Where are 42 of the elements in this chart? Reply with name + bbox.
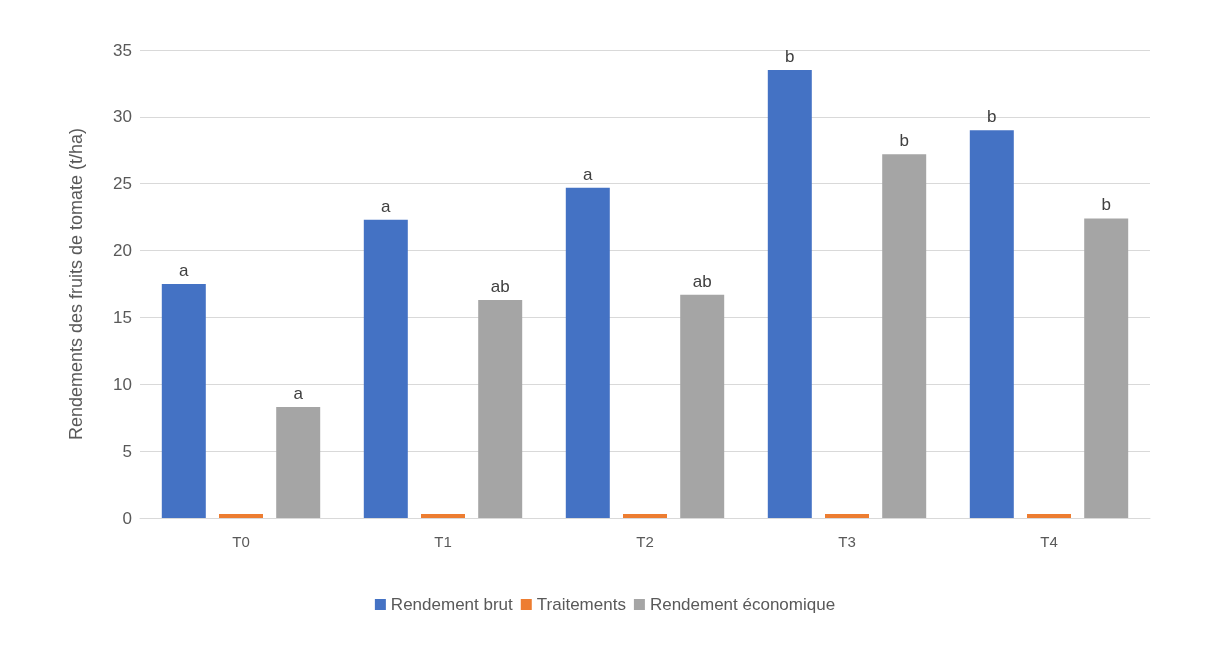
bar <box>565 187 610 518</box>
bar <box>161 284 206 518</box>
y-tick-label: 15 <box>113 307 132 327</box>
data-label: a <box>583 164 594 184</box>
bar <box>421 513 465 518</box>
data-label: a <box>293 384 304 404</box>
bar <box>478 300 523 518</box>
y-tick-label: 0 <box>122 508 132 528</box>
x-tick-label: T0 <box>232 533 250 550</box>
bar <box>623 513 667 518</box>
legend-label: Rendement brut <box>390 595 514 614</box>
x-tick-label: T4 <box>1040 533 1058 550</box>
bar <box>882 154 927 518</box>
data-label: a <box>179 261 190 280</box>
data-label: b <box>1101 195 1111 215</box>
x-tick-label: T2 <box>636 533 654 550</box>
y-axis-title: Rendements des fruits de tomate (t/ha) <box>66 127 86 441</box>
bar <box>363 219 408 518</box>
x-tick-label: T3 <box>838 533 856 550</box>
y-tick-label: 20 <box>113 241 132 261</box>
data-label: ab <box>692 271 712 291</box>
bar <box>680 294 725 518</box>
bar <box>767 70 812 518</box>
data-label: ab <box>490 277 510 297</box>
bar <box>825 513 869 518</box>
bar <box>1027 513 1071 518</box>
y-tick-label: 25 <box>113 174 132 194</box>
y-tick-label: 5 <box>122 441 132 461</box>
y-tick-label: 10 <box>113 374 132 394</box>
data-label: b <box>785 47 795 67</box>
legend-label: Rendement économique <box>649 595 836 614</box>
bar <box>219 513 263 518</box>
y-tick-label: 35 <box>113 40 132 60</box>
bar <box>276 407 321 518</box>
legend-label: Traitements <box>536 595 626 614</box>
data-label: a <box>381 196 392 216</box>
bar <box>1084 218 1129 518</box>
bar <box>969 130 1014 518</box>
data-label: b <box>899 131 909 151</box>
data-label: b <box>987 107 997 127</box>
y-tick-label: 30 <box>113 107 132 127</box>
x-tick-label: T1 <box>434 533 452 550</box>
